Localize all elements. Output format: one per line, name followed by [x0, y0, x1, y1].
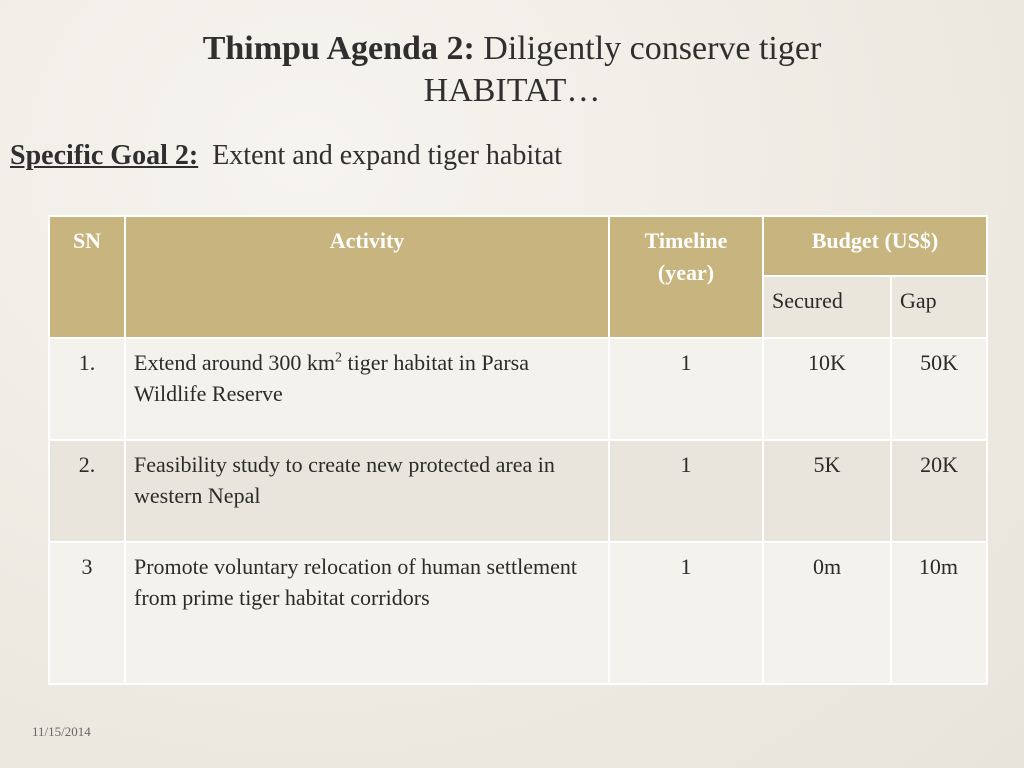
title-rest: Diligently conserve tiger	[483, 30, 822, 67]
cell-secured: 10K	[762, 337, 892, 441]
activity-text: Extend around 300 km	[134, 350, 336, 375]
title-agenda: Thimpu Agenda 2:	[202, 30, 475, 67]
activity-table: SN Activity Timeline (year) Budget (US$)…	[48, 215, 988, 685]
cell-sn: 2.	[48, 439, 126, 543]
cell-sn: 3	[48, 541, 126, 685]
header-gap: Gap	[890, 275, 988, 339]
cell-gap: 20K	[890, 439, 988, 543]
goal-text: Extent and expand tiger habitat	[212, 140, 563, 171]
cell-timeline: 1	[608, 541, 764, 685]
cell-secured: 5K	[762, 439, 892, 543]
cell-timeline: 1	[608, 337, 764, 441]
table-row: 2. Feasibility study to create new prote…	[48, 439, 988, 543]
title-line2: HABITAT…	[423, 72, 601, 109]
cell-gap: 50K	[890, 337, 988, 441]
cell-sn: 1.	[48, 337, 126, 441]
table-subheader-row: Secured Gap	[49, 275, 988, 339]
cell-secured: 0m	[762, 541, 892, 685]
goal-label: Specific Goal 2:	[10, 140, 199, 171]
gap-value: 20K	[920, 452, 958, 477]
header-budget: Budget (US$)	[762, 215, 988, 277]
table-row: 3 Promote voluntary relocation of human …	[48, 541, 988, 685]
slide-title: Thimpu Agenda 2: Diligently conserve tig…	[0, 28, 1024, 112]
cell-activity: Promote voluntary relocation of human se…	[124, 541, 610, 685]
header-activity: Activity	[124, 215, 610, 339]
superscript: 2	[335, 350, 343, 366]
specific-goal: Specific Goal 2: Extent and expand tiger…	[10, 140, 562, 172]
slide-date: 11/15/2014	[32, 724, 91, 739]
header-timeline: Timeline (year)	[608, 215, 764, 339]
header-secured: Secured	[762, 275, 892, 339]
cell-activity: Extend around 300 km2 tiger habitat in P…	[124, 337, 610, 441]
cell-activity: Feasibility study to create new protecte…	[124, 439, 610, 543]
header-sn: SN	[48, 215, 126, 339]
table-header-row: SN Activity Timeline (year) Budget (US$)	[48, 215, 988, 339]
gap-value: 50K	[920, 350, 958, 375]
cell-timeline: 1	[608, 439, 764, 543]
gap-value: 10m	[918, 554, 958, 579]
cell-gap: 10m	[890, 541, 988, 685]
table-row: 1. Extend around 300 km2 tiger habitat i…	[48, 337, 988, 441]
activity-text-cont: tiger habitat in Parsa Wildlife Reserve	[134, 350, 529, 406]
